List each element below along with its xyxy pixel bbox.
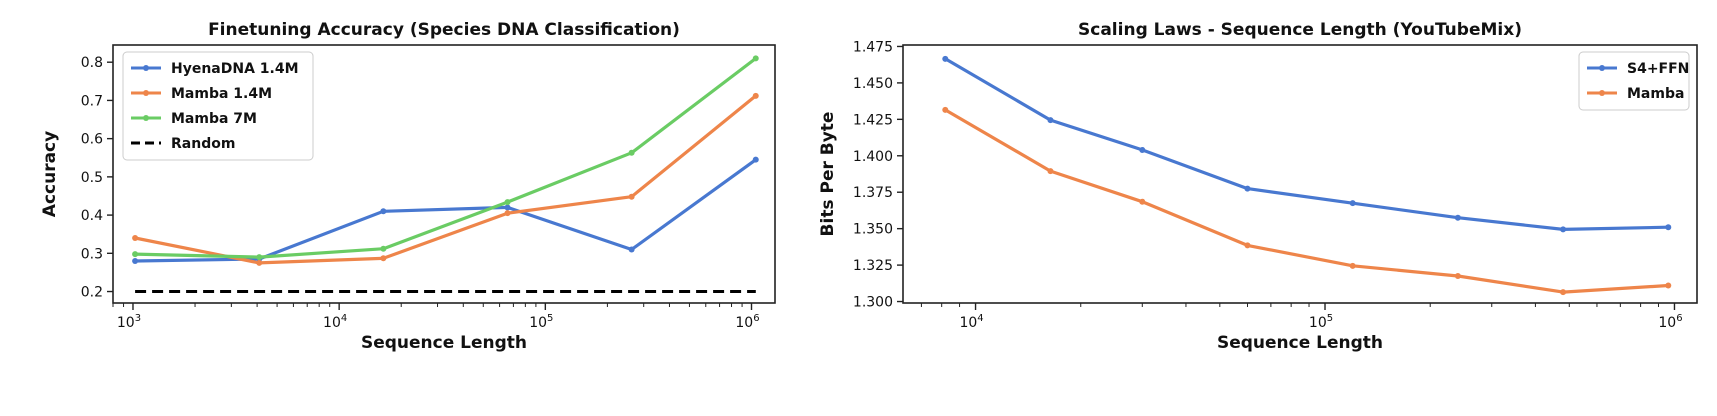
chart1-series-mamba-7m-point <box>380 245 387 252</box>
chart2: Scaling Laws - Sequence Length (YouTubeM… <box>818 20 1698 353</box>
chart2-ytick-label: 1.350 <box>853 222 893 238</box>
chart1-legend-marker-hyenadna-1-4m <box>143 65 149 71</box>
chart2-series-mamba-point <box>1454 273 1461 280</box>
chart2-series-mamba-point <box>1349 262 1356 269</box>
chart2-series-mamba-point <box>1047 168 1054 175</box>
chart1-series-hyenadna-1-4m-line <box>133 158 758 263</box>
chart2-series-mamba-line <box>943 108 1670 294</box>
chart1-ylabel: Accuracy <box>40 131 60 217</box>
chart1-series-mamba-7m-point <box>256 254 263 261</box>
chart1-series-hyenadna-1-4m-point <box>132 257 139 264</box>
chart1-ytick-label: 0.8 <box>81 55 103 71</box>
chart1-legend-label-random: Random <box>171 136 235 152</box>
chart2-xtick-label: 105 <box>1309 313 1333 331</box>
chart1-legend-marker-mamba-7m <box>143 115 149 121</box>
chart1-series-mamba-7m-point <box>504 199 511 206</box>
chart2-xlabel: Sequence Length <box>1217 333 1383 353</box>
chart2-ytick-label: 1.450 <box>853 76 893 92</box>
chart1-series-hyenadna-1-4m-point <box>380 208 387 215</box>
chart1-legend-label-mamba-1-4m: Mamba 1.4M <box>171 86 272 102</box>
chart1-ytick-label: 0.6 <box>81 132 103 148</box>
chart1-legend-box <box>122 51 314 161</box>
chart1-series-mamba-7m-point <box>628 149 635 156</box>
chart2-series-s4-ffn-point <box>1047 117 1054 124</box>
chart2-series-s4-ffn-point <box>1244 185 1251 192</box>
chart1-ytick-label: 0.4 <box>81 208 103 224</box>
chart1-series-mamba-1-4m-point <box>752 92 759 99</box>
chart2-legend-marker-s4-ffn <box>1599 65 1605 71</box>
chart2-ytick-label: 1.300 <box>853 295 893 311</box>
chart1-series-mamba-1-4m-point <box>504 210 511 217</box>
chart2-series-mamba-point <box>1244 242 1251 249</box>
chart2-plot-frame <box>902 44 1698 304</box>
chart1-legend-label-hyenadna-1-4m: HyenaDNA 1.4M <box>171 61 299 77</box>
chart2-series-mamba-point <box>942 106 949 113</box>
chart1-series-mamba-1-4m-point <box>132 235 139 242</box>
chart2-series-s4-ffn-point <box>942 55 949 62</box>
chart1-title: Finetuning Accuracy (Species DNA Classif… <box>208 20 680 40</box>
chart2-series-s4-ffn-point <box>1560 226 1567 233</box>
chart1-ytick-label: 0.7 <box>81 93 103 109</box>
chart2-xtick-label: 106 <box>1658 313 1682 331</box>
chart1-series-mamba-1-4m-line <box>133 94 758 265</box>
chart1-legend-label-mamba-7m: Mamba 7M <box>171 111 257 127</box>
chart1-ytick-label: 0.3 <box>81 246 103 262</box>
chart1-plot-frame <box>112 44 776 304</box>
chart2-series-s4-ffn-point <box>1454 214 1461 221</box>
chart2-series-s4-ffn-point <box>1349 200 1356 207</box>
chart2-legend-label-mamba: Mamba <box>1627 86 1684 102</box>
chart2-title: Scaling Laws - Sequence Length (YouTubeM… <box>1078 20 1522 40</box>
chart1-series-mamba-1-4m-point <box>380 255 387 262</box>
chart2-series-mamba-point <box>1560 289 1567 296</box>
chart1-series-mamba-7m-point <box>132 251 139 258</box>
chart2-series-s4-ffn-point <box>1665 224 1672 231</box>
chart1-ytick-label: 0.2 <box>81 285 103 301</box>
chart2-ylabel: Bits Per Byte <box>818 112 838 237</box>
chart1-series-hyenadna-1-4m-point <box>504 204 511 211</box>
chart2-ytick-label: 1.325 <box>853 258 893 274</box>
chart1: Finetuning Accuracy (Species DNA Classif… <box>40 20 776 353</box>
chart1-xtick-label: 103 <box>117 313 141 331</box>
chart1-series-mamba-1-4m-point <box>628 193 635 200</box>
chart1-ytick-label: 0.5 <box>81 170 103 186</box>
chart2-series-mamba-point <box>1139 198 1146 205</box>
chart2-ytick-label: 1.400 <box>853 149 893 165</box>
chart1-series-mamba-7m-line <box>133 56 758 259</box>
chart1-series-hyenadna-1-4m-point <box>628 246 635 253</box>
chart2-series-mamba-point <box>1665 282 1672 289</box>
chart2-xtick-label: 104 <box>959 313 983 331</box>
chart2-series-s4-ffn-line <box>943 57 1670 231</box>
chart1-series-mamba-1-4m-point <box>256 259 263 266</box>
chart2-ytick-label: 1.425 <box>853 112 893 128</box>
chart1-series-mamba-7m-point <box>752 55 759 62</box>
chart1-xtick-label: 104 <box>323 313 347 331</box>
chart1-legend-marker-mamba-1-4m <box>143 90 149 96</box>
chart2-ytick-label: 1.475 <box>853 39 893 55</box>
chart2-series-s4-ffn-point <box>1139 146 1146 153</box>
chart1-xtick-label: 105 <box>529 313 553 331</box>
chart2-legend-label-s4-ffn: S4+FFN <box>1627 61 1689 77</box>
chart1-xtick-label: 106 <box>735 313 759 331</box>
chart1-xlabel: Sequence Length <box>361 333 527 353</box>
chart2-ytick-label: 1.375 <box>853 185 893 201</box>
chart2-legend-marker-mamba <box>1599 90 1605 96</box>
chart1-series-hyenadna-1-4m-point <box>752 156 759 163</box>
